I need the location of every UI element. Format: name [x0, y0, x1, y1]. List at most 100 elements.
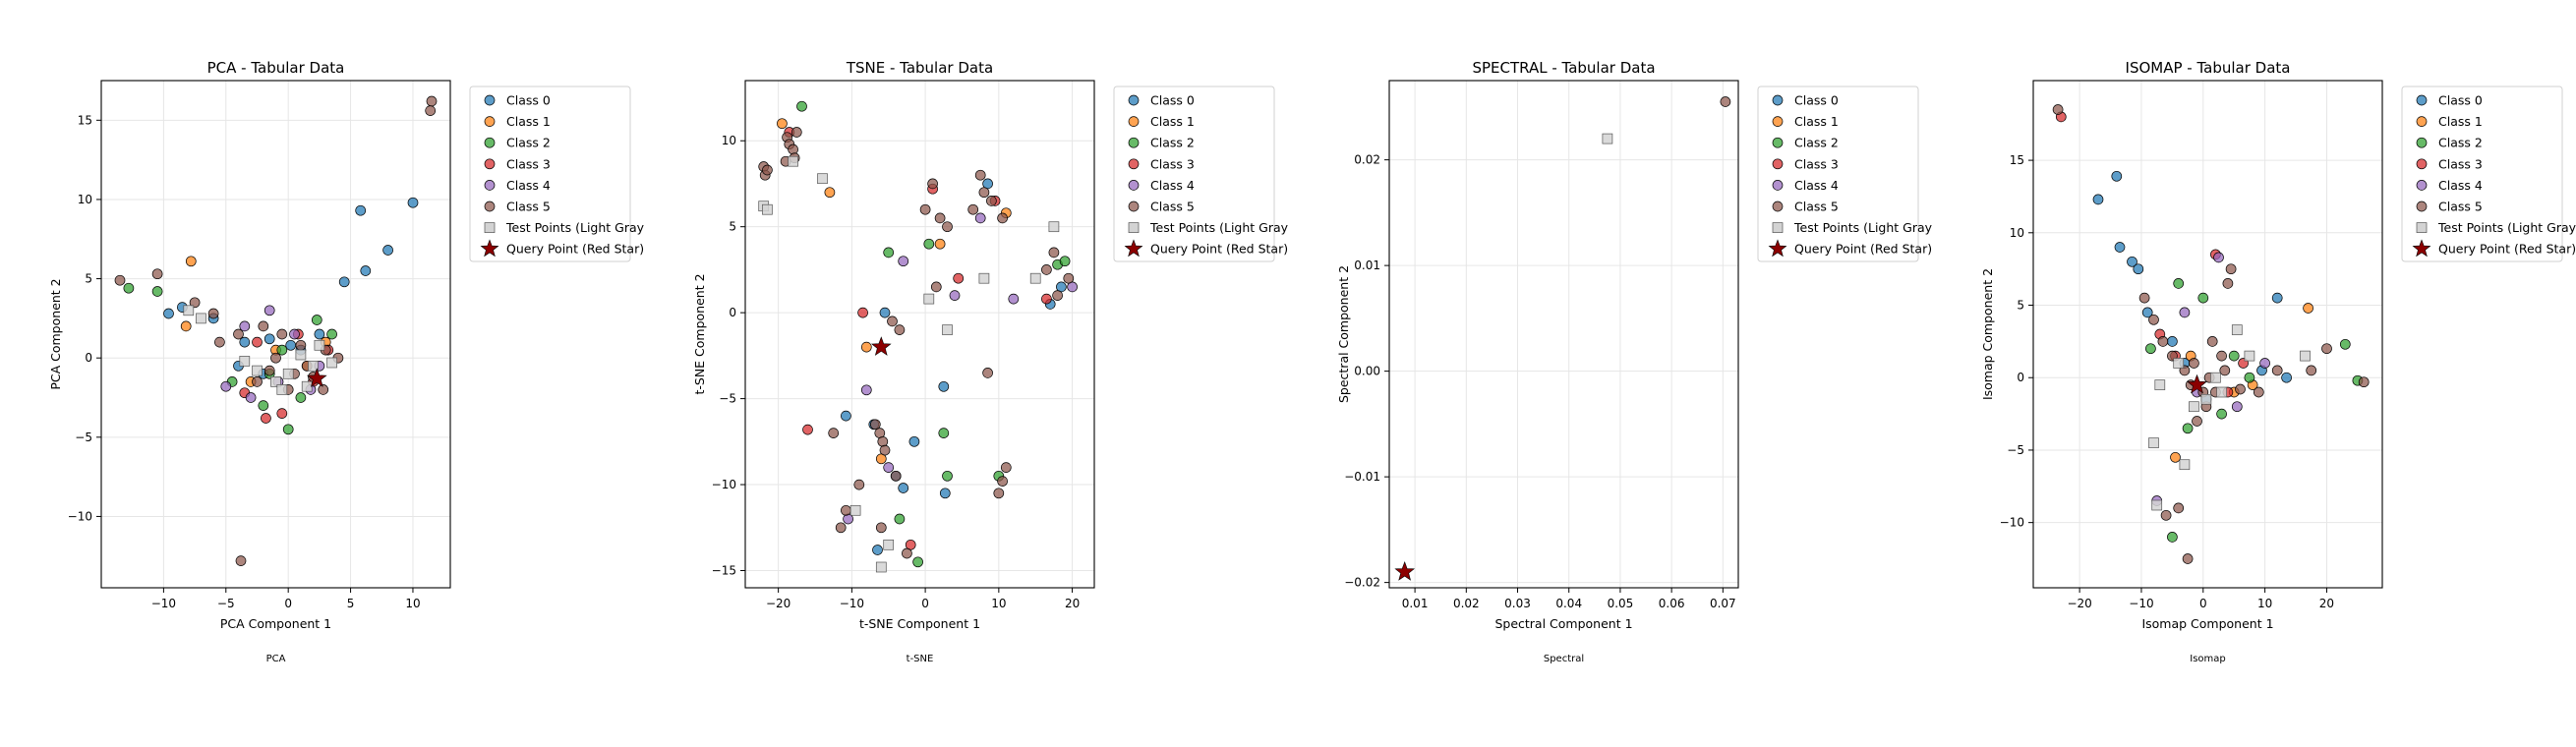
- point-class-4: [883, 462, 895, 473]
- test-point: [875, 561, 887, 573]
- point-class-0: [2271, 292, 2283, 304]
- point-class-0: [2092, 194, 2104, 205]
- x-tick-label: −5: [217, 597, 235, 610]
- point-class-5: [318, 384, 329, 395]
- point-class-5: [2173, 502, 2185, 514]
- y-tick-label: −0.01: [1344, 470, 1380, 484]
- point-class-5: [790, 127, 802, 138]
- legend-label: Class 5: [506, 200, 551, 214]
- y-tick-label: 5: [2017, 299, 2024, 313]
- legend-marker-query: [1768, 239, 1787, 258]
- legend-marker-class-0: [484, 94, 496, 106]
- point-class-4: [898, 256, 909, 267]
- legend-marker-test: [1772, 222, 1784, 233]
- point-class-3: [953, 272, 965, 284]
- point-class-5: [2321, 343, 2332, 355]
- x-tick-label: 0.05: [1608, 597, 1634, 610]
- point-class-5: [869, 419, 881, 431]
- point-class-5: [2157, 336, 2169, 347]
- point-class-5: [986, 196, 997, 206]
- point-class-5: [835, 522, 847, 534]
- point-class-2: [2228, 350, 2240, 362]
- point-class-4: [2259, 358, 2270, 369]
- point-class-0: [314, 328, 325, 340]
- point-class-2: [1059, 256, 1071, 267]
- point-class-5: [270, 352, 281, 364]
- y-axis-label: t-SNE Component 2: [692, 273, 707, 394]
- panel-caption: Spectral: [1544, 654, 1584, 664]
- legend-marker-class-1: [1772, 116, 1784, 127]
- point-class-5: [151, 268, 163, 280]
- legend-label: Class 3: [2438, 156, 2483, 171]
- point-class-5: [919, 203, 931, 215]
- y-tick-label: 10: [78, 193, 92, 206]
- legend-marker-query: [2412, 239, 2431, 258]
- axes-frame: [2032, 80, 2383, 589]
- point-class-2: [923, 238, 935, 250]
- point-class-2: [938, 428, 950, 438]
- point-class-0: [407, 197, 419, 208]
- legend-marker-class-1: [484, 116, 496, 127]
- point-class-5: [1048, 247, 1060, 259]
- legend-label: Class 1: [2438, 114, 2483, 129]
- y-tick-label: 15: [78, 113, 92, 127]
- legend-label: Class 5: [2438, 200, 2483, 214]
- test-point: [1602, 133, 1613, 144]
- point-class-5: [2358, 376, 2370, 388]
- point-class-4: [974, 212, 986, 224]
- test-point: [196, 313, 206, 324]
- point-class-5: [425, 105, 437, 116]
- point-class-4: [289, 328, 300, 340]
- point-class-2: [942, 470, 953, 482]
- test-point: [295, 349, 307, 361]
- legend-label: Test Points (Light Gray): [1793, 220, 1932, 235]
- test-point: [252, 365, 263, 376]
- test-point: [2173, 358, 2185, 369]
- test-point: [2148, 437, 2159, 448]
- point-class-4: [2213, 252, 2224, 263]
- y-tick-label: 0.00: [1354, 365, 1380, 378]
- point-class-5: [2253, 386, 2264, 398]
- legend-marker-class-2: [1772, 137, 1784, 148]
- point-class-0: [939, 488, 951, 499]
- legend-marker-class-4: [1772, 180, 1784, 191]
- point-class-2: [883, 247, 895, 259]
- legend-label: Class 0: [1794, 93, 1839, 108]
- point-class-0: [2141, 307, 2153, 318]
- test-point: [2244, 350, 2255, 362]
- legend-marker-class-1: [1128, 116, 1140, 127]
- axes-frame: [1388, 80, 1739, 589]
- point-class-5: [2216, 350, 2227, 362]
- point-class-2: [282, 424, 294, 435]
- point-class-0: [355, 204, 367, 216]
- point-class-5: [894, 324, 906, 335]
- legend-label: Class 5: [1150, 200, 1195, 214]
- legend-label: Class 3: [506, 156, 551, 171]
- legend-label: Test Points (Light Gray): [1149, 220, 1288, 235]
- point-class-5: [930, 281, 942, 293]
- point-class-1: [180, 320, 192, 332]
- legend-marker-class-0: [1772, 94, 1784, 106]
- point-class-0: [163, 308, 174, 319]
- tsne-panel: −20 −10 0 10 20 −15 −10 −5 0 5 10 TSNE - Tabular Da…: [692, 59, 1288, 664]
- point-class-0: [2133, 263, 2144, 275]
- test-point: [183, 305, 195, 316]
- point-class-5: [189, 297, 201, 309]
- point-class-2: [912, 556, 923, 568]
- point-class-2: [2167, 532, 2178, 543]
- point-class-5: [2206, 336, 2218, 347]
- test-point: [2189, 401, 2199, 413]
- point-class-2: [295, 392, 307, 403]
- point-class-0: [841, 410, 851, 422]
- chart-title: ISOMAP - Tabular Data: [2126, 59, 2291, 77]
- point-class-1: [777, 118, 788, 130]
- axes-frame: [744, 80, 1095, 589]
- legend-marker-query: [480, 239, 499, 258]
- point-class-5: [879, 444, 891, 456]
- y-tick-label: 0.01: [1354, 259, 1380, 272]
- test-point: [282, 368, 294, 379]
- y-tick-label: 0: [2017, 371, 2024, 384]
- point-class-5: [902, 547, 912, 559]
- x-tick-label: 10: [405, 597, 420, 610]
